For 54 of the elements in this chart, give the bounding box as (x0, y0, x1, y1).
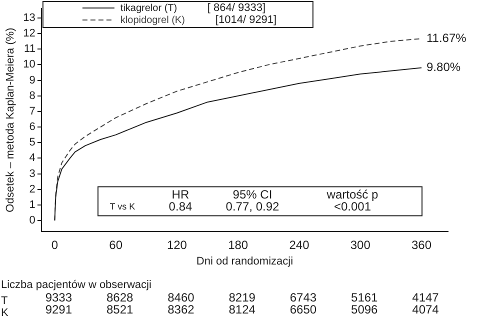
y-tick-label: 9 (29, 74, 36, 86)
y-tick-label: 1 (29, 198, 36, 211)
y-tick-label: 11 (24, 43, 36, 56)
x-tick-label: 0 (51, 238, 58, 252)
x-tick-label: 120 (166, 238, 188, 252)
x-tick-label: 60 (109, 238, 123, 252)
text: 4074 (412, 302, 440, 316)
y-tick-label: 3 (29, 168, 36, 180)
y-tick-label: 2 (29, 183, 36, 196)
text: 8628 (106, 290, 134, 304)
y-tick-label: 4 (29, 152, 36, 164)
annotation: wartość p (326, 188, 378, 202)
x-tick-label: 240 (289, 238, 310, 252)
y-tick-label: 10 (23, 58, 36, 71)
annotation: [ 864/ 9333] (207, 2, 266, 14)
x-tick-label: 180 (228, 238, 248, 252)
x-tick-label: 300 (350, 238, 371, 252)
x-axis-title: Dni od randomizacji (196, 255, 294, 268)
y-axis-title: Odsetek – metoda Kaplan-Meiera (%) (4, 28, 17, 212)
text: 9333 (45, 290, 72, 304)
text: 5161 (351, 290, 378, 304)
annotation: <0.001 (334, 200, 372, 214)
legend-label: tikagrelor (T) (120, 2, 178, 14)
text: 4147 (412, 290, 440, 304)
line-series (54, 38, 422, 221)
legend-label: klopidogrel (K) (120, 14, 185, 26)
x-tick-label: 360 (411, 238, 432, 252)
text: K (1, 307, 9, 318)
text: T (1, 295, 8, 308)
annotation: T vs K (110, 202, 136, 212)
annotation: 0.77, 0.92 (226, 200, 280, 214)
text: 8521 (106, 302, 134, 316)
y-tick-label: 8 (29, 90, 36, 102)
y-tick-label: 12 (23, 28, 36, 40)
y-tick-label: 6 (29, 121, 36, 134)
annotation: 11.67% (426, 30, 467, 45)
y-tick-label: 13 (23, 12, 36, 24)
annotation: 0.84 (168, 200, 192, 214)
annotation: [1014/ 9291] (215, 14, 277, 26)
text: Liczba pacjentów w obserwacji (1, 279, 152, 292)
text: 6743 (290, 290, 317, 304)
text: 5096 (351, 302, 378, 316)
annotation: HR (172, 188, 190, 202)
annotation: 9.80% (426, 60, 461, 74)
y-tick-label: 7 (29, 105, 36, 118)
text: 8124 (228, 302, 256, 316)
text: 8460 (168, 290, 195, 304)
text: 8219 (228, 290, 256, 304)
y-tick-label: 0 (29, 214, 36, 227)
text: 9291 (45, 302, 72, 316)
text: 6650 (290, 302, 317, 316)
text: 8362 (168, 302, 195, 316)
y-tick-label: 5 (29, 136, 36, 149)
annotation: 95% CI (232, 188, 272, 202)
